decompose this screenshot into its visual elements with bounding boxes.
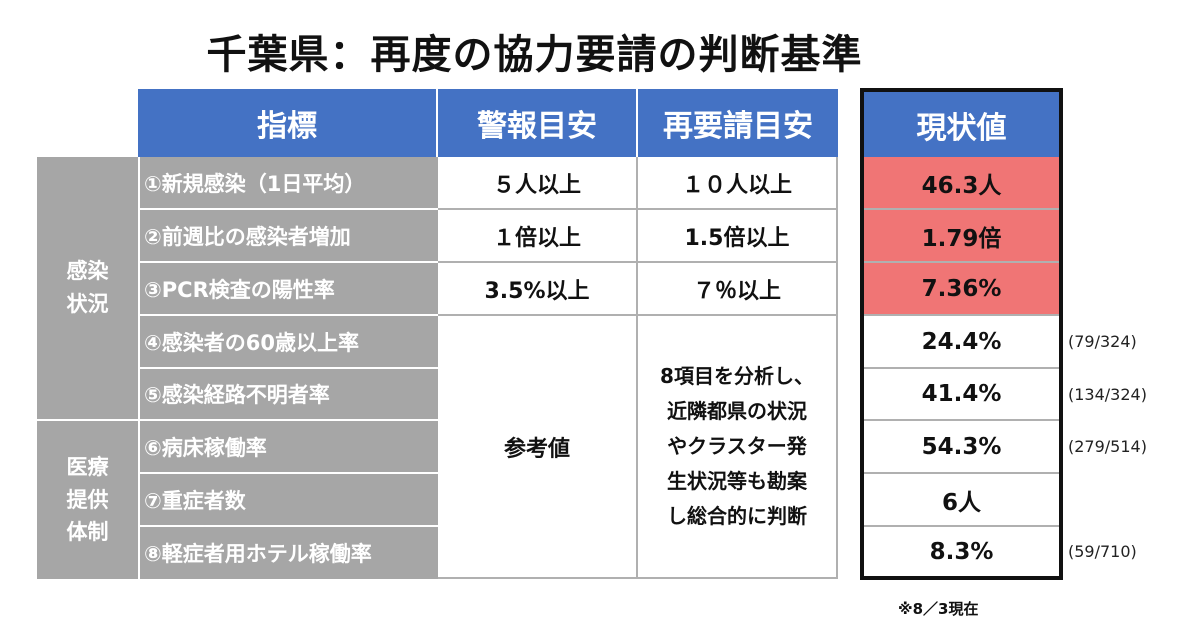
warning-threshold: 3.5%以上	[438, 263, 638, 316]
indicator-label: ⑦重症者数	[138, 474, 438, 527]
reference-value: 参考値	[438, 316, 638, 579]
header-indicator: 指標	[138, 89, 438, 157]
current-value: 54.3%	[864, 421, 1059, 474]
ratio-note: (279/514)	[1068, 437, 1147, 456]
ratio-note: (134/324)	[1068, 385, 1147, 404]
ratio-note: (59/710)	[1068, 542, 1137, 561]
current-value: 8.3%	[864, 527, 1059, 576]
current-status-column: 現状値 46.3人 1.79倍 7.36% 24.4% 41.4% 54.3% …	[860, 88, 1063, 580]
indicator-label: ⑤感染経路不明者率	[138, 369, 438, 421]
page-title: 千葉県：再度の協力要請の判断基準	[206, 32, 863, 78]
warning-threshold: １倍以上	[438, 210, 638, 263]
indicator-label: ⑧軽症者用ホテル稼働率	[138, 527, 438, 579]
current-value: 46.3人	[864, 157, 1059, 210]
indicator-label: ③PCR検査の陽性率	[138, 263, 438, 316]
current-value: 6人	[864, 474, 1059, 527]
indicator-label: ④感染者の60歳以上率	[138, 316, 438, 369]
rerequest-threshold: 1.5倍以上	[638, 210, 838, 263]
header-current: 現状値	[864, 92, 1059, 157]
indicator-label: ①新規感染（1日平均）	[138, 157, 438, 210]
current-value: 24.4%	[864, 316, 1059, 369]
rerequest-threshold: １０人以上	[638, 157, 838, 210]
rerequest-threshold: ７％以上	[638, 263, 838, 316]
current-value: 41.4%	[864, 369, 1059, 421]
group-medical-system: 医療 提供 体制	[37, 421, 138, 579]
header-rerequest: 再要請目安	[638, 89, 838, 157]
date-note: ※8／3現在	[898, 600, 979, 618]
indicator-label: ②前週比の感染者増加	[138, 210, 438, 263]
header-warning: 警報目安	[438, 89, 638, 157]
current-value: 1.79倍	[864, 210, 1059, 263]
indicator-label: ⑥病床稼働率	[138, 421, 438, 474]
ratio-note: (79/324)	[1068, 332, 1137, 351]
current-value: 7.36%	[864, 263, 1059, 316]
warning-threshold: ５人以上	[438, 157, 638, 210]
rerequest-note: 8項目を分析し、 近隣都県の状況 やクラスター発 生状況等も勘案 し総合的に判断	[638, 316, 838, 579]
group-infection-status: 感染 状況	[37, 157, 138, 421]
